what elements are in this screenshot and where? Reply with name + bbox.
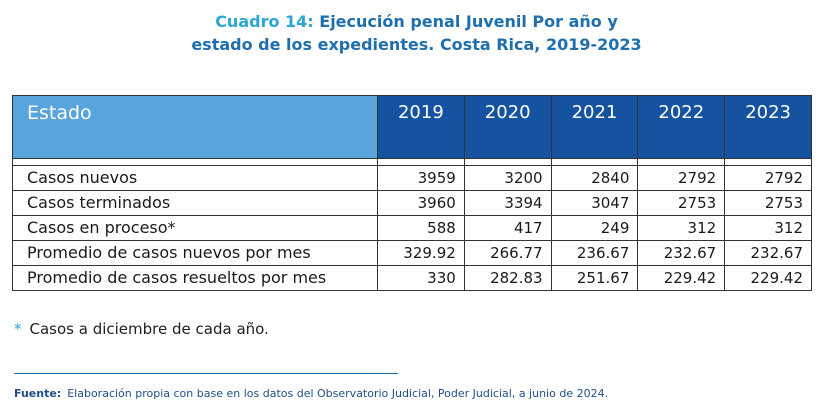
header-estado: Estado bbox=[12, 95, 378, 159]
source-divider bbox=[14, 373, 398, 374]
row-value: 282.83 bbox=[463, 265, 552, 291]
table-row: Casos nuevos 3959 3200 2840 2792 2792 bbox=[12, 165, 812, 191]
row-label: Casos terminados bbox=[12, 190, 378, 216]
row-label: Promedio de casos nuevos por mes bbox=[12, 240, 378, 266]
source-text: Elaboración propia con base en los datos… bbox=[67, 387, 609, 400]
row-value: 588 bbox=[377, 215, 465, 241]
title-line-1-text: Ejecución penal Juvenil Por año y bbox=[319, 12, 618, 31]
row-label: Promedio de casos resueltos por mes bbox=[12, 265, 378, 291]
table-header-row: Estado 2019 2020 2021 2022 2023 bbox=[12, 95, 812, 159]
footnote-text: Casos a diciembre de cada año. bbox=[29, 320, 269, 338]
row-value: 232.67 bbox=[724, 240, 812, 266]
data-table: Estado 2019 2020 2021 2022 2023 Casos nu… bbox=[12, 95, 812, 291]
header-year: 2019 bbox=[377, 95, 465, 159]
row-value: 266.77 bbox=[463, 240, 552, 266]
row-value: 2840 bbox=[550, 165, 639, 191]
row-value: 236.67 bbox=[550, 240, 639, 266]
row-value: 2753 bbox=[637, 190, 726, 216]
table-row: Casos terminados 3960 3394 3047 2753 275… bbox=[12, 190, 812, 216]
row-value: 3960 bbox=[377, 190, 465, 216]
row-value: 312 bbox=[637, 215, 726, 241]
row-value: 3394 bbox=[463, 190, 552, 216]
row-label: Casos en proceso* bbox=[12, 215, 378, 241]
row-value: 329.92 bbox=[377, 240, 465, 266]
header-year: 2020 bbox=[463, 95, 552, 159]
row-value: 249 bbox=[550, 215, 639, 241]
row-value: 2792 bbox=[637, 165, 726, 191]
row-value: 2792 bbox=[724, 165, 812, 191]
row-value: 417 bbox=[463, 215, 552, 241]
table-spacer-row bbox=[12, 158, 812, 166]
row-value: 251.67 bbox=[550, 265, 639, 291]
header-year: 2022 bbox=[637, 95, 726, 159]
source-note: Fuente: Elaboración propia con base en lo… bbox=[14, 387, 608, 400]
row-value: 3200 bbox=[463, 165, 552, 191]
row-value: 312 bbox=[724, 215, 812, 241]
row-value: 3047 bbox=[550, 190, 639, 216]
header-year: 2023 bbox=[724, 95, 812, 159]
footnote: * Casos a diciembre de cada año. bbox=[14, 320, 269, 338]
header-year: 2021 bbox=[550, 95, 639, 159]
row-value: 229.42 bbox=[637, 265, 726, 291]
row-value: 232.67 bbox=[637, 240, 726, 266]
title-line-1: Cuadro 14: Ejecución penal Juvenil Por a… bbox=[0, 10, 833, 33]
source-label: Fuente: bbox=[14, 387, 62, 400]
row-label: Casos nuevos bbox=[12, 165, 378, 191]
row-value: 3959 bbox=[377, 165, 465, 191]
footnote-marker: * bbox=[14, 320, 22, 338]
title-line-2: estado de los expedientes. Costa Rica, 2… bbox=[191, 35, 642, 54]
table-title: Cuadro 14: Ejecución penal Juvenil Por a… bbox=[0, 10, 833, 56]
title-label: Cuadro 14: bbox=[215, 12, 314, 31]
table-row: Casos en proceso* 588 417 249 312 312 bbox=[12, 215, 812, 241]
table-row: Promedio de casos nuevos por mes 329.92 … bbox=[12, 240, 812, 266]
table-row: Promedio de casos resueltos por mes 330 … bbox=[12, 265, 812, 291]
row-value: 330 bbox=[377, 265, 465, 291]
row-value: 229.42 bbox=[724, 265, 812, 291]
row-value: 2753 bbox=[724, 190, 812, 216]
